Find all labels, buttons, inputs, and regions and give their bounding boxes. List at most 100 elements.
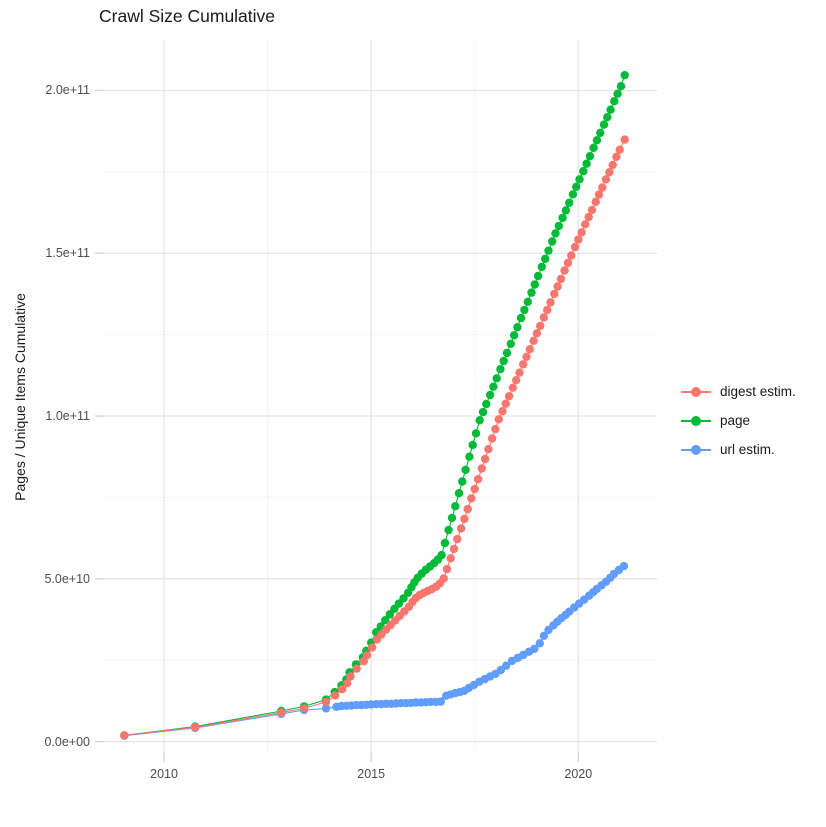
data-point (515, 368, 524, 377)
data-point (451, 502, 460, 511)
data-point (599, 120, 609, 129)
x-tick-label: 2015 (357, 767, 386, 781)
data-point (444, 525, 453, 535)
data-point (437, 550, 446, 560)
legend: digest estim. page url estim. (681, 377, 796, 464)
data-point (439, 574, 448, 583)
data-point (477, 464, 486, 473)
data-point (620, 71, 629, 80)
data-point (585, 152, 595, 161)
data-point (558, 213, 567, 222)
data-point (596, 128, 605, 137)
data-point (525, 345, 534, 354)
data-point (506, 339, 515, 348)
data-point (367, 643, 377, 652)
data-point (436, 697, 445, 706)
data-point (190, 723, 200, 732)
data-point (447, 513, 457, 523)
data-point (616, 82, 626, 91)
x-tick-label: 2010 (150, 767, 178, 781)
data-point (594, 190, 604, 199)
y-axis-title: Pages / Unique Items Cumulative (12, 293, 28, 501)
data-point (456, 524, 466, 533)
data-point (475, 416, 484, 425)
data-point (582, 159, 591, 168)
data-point (502, 661, 511, 670)
data-point (551, 229, 560, 238)
data-point (508, 383, 517, 392)
data-point (321, 704, 331, 713)
page-title: Crawl Size Cumulative (99, 6, 276, 26)
data-point (570, 242, 580, 252)
legend-key-icon (681, 383, 711, 401)
legend-label: digest estim. (720, 384, 796, 399)
data-point (512, 376, 521, 385)
data-point (615, 145, 624, 154)
data-point (579, 167, 588, 176)
data-point (608, 160, 617, 170)
data-point (522, 352, 531, 361)
legend-item-url: url estim. (681, 435, 796, 464)
data-point (494, 415, 503, 424)
data-point (612, 152, 621, 162)
data-point (567, 251, 576, 260)
data-point (533, 271, 543, 281)
data-point (513, 323, 522, 332)
data-point (482, 399, 491, 409)
data-point (541, 254, 550, 263)
data-point (501, 399, 510, 408)
data-point (584, 212, 593, 222)
data-point (537, 262, 546, 272)
data-point (601, 175, 611, 184)
legend-key-icon (681, 412, 711, 430)
data-point (120, 731, 129, 740)
data-point (589, 143, 598, 152)
data-point (381, 616, 390, 625)
data-point (478, 407, 488, 417)
data-point (463, 504, 472, 514)
data-point (465, 452, 474, 461)
data-point (499, 356, 508, 366)
data-point (592, 136, 602, 145)
data-point (543, 305, 552, 315)
data-point (606, 105, 615, 114)
data-point (610, 97, 619, 106)
data-point (458, 477, 467, 486)
data-point (554, 221, 563, 231)
data-point (581, 220, 590, 229)
data-point (532, 329, 542, 338)
data-point (502, 348, 512, 358)
data-point (321, 697, 331, 707)
data-point (620, 135, 629, 144)
data-point (440, 538, 450, 548)
data-point (519, 360, 528, 369)
data-point (299, 704, 309, 713)
data-point (560, 266, 569, 275)
data-point (492, 374, 501, 383)
data-point (530, 280, 539, 289)
data-point (591, 197, 600, 206)
data-point (565, 198, 574, 207)
data-point (613, 89, 622, 98)
data-point (568, 190, 578, 199)
data-point (535, 639, 544, 648)
data-point (561, 206, 571, 215)
data-point (330, 691, 340, 700)
data-point (449, 544, 459, 554)
data-point (575, 175, 584, 184)
data-point (544, 246, 553, 255)
data-point (539, 313, 549, 322)
data-point (496, 365, 505, 374)
data-point (527, 288, 536, 297)
legend-label: url estim. (720, 442, 775, 457)
data-point (572, 182, 581, 191)
data-point (442, 564, 452, 574)
y-tick-label: 0.0e+00 (44, 734, 90, 749)
data-point (577, 228, 586, 237)
data-point (480, 454, 490, 464)
data-point (556, 274, 566, 284)
data-point (563, 258, 573, 268)
data-point (362, 651, 372, 660)
